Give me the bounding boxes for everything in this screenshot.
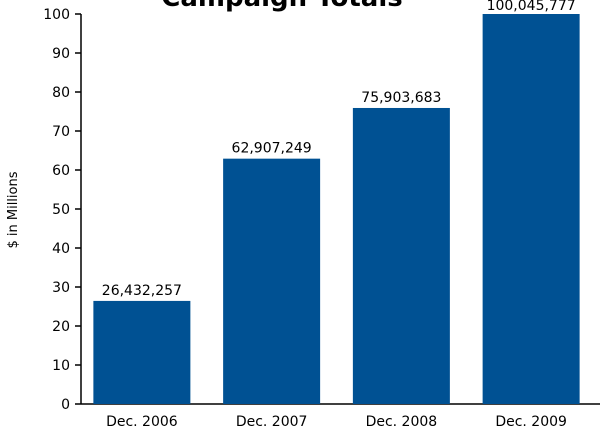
chart-title: Campaign Totals (161, 0, 402, 13)
y-tick-label: 10 (52, 358, 70, 374)
bar-value-label: 100,045,777 (487, 0, 576, 14)
y-tick-label: 30 (52, 280, 70, 296)
y-axis-label: $ in Millions (6, 171, 21, 248)
y-tick-label: 100 (43, 7, 70, 23)
y-tick-label: 40 (52, 241, 70, 257)
bar-value-label: 26,432,257 (102, 283, 182, 299)
bar-value-label: 75,903,683 (361, 90, 441, 106)
y-tick-label: 50 (52, 202, 70, 218)
y-tick-label: 80 (52, 85, 70, 101)
x-category-label: Dec. 2009 (495, 414, 567, 430)
y-tick-label: 90 (52, 46, 70, 62)
bar (352, 107, 450, 404)
category-labels: Dec. 2006 Dec. 2007 Dec. 2008 Dec. 2009 (106, 414, 567, 430)
bar (93, 300, 191, 404)
y-axis-ticks: 0 10 20 30 40 50 60 70 80 90 100 (43, 7, 81, 413)
x-category-label: Dec. 2006 (106, 414, 178, 430)
bar-value-label: 62,907,249 (232, 141, 312, 157)
y-tick-label: 60 (52, 163, 70, 179)
data-labels: 26,432,257 62,907,249 75,903,683 100,045,77… (102, 0, 576, 299)
x-category-label: Dec. 2008 (366, 414, 438, 430)
y-tick-label: 20 (52, 319, 70, 335)
y-tick-label: 70 (52, 124, 70, 140)
x-category-label: Dec. 2007 (236, 414, 308, 430)
bar (482, 14, 580, 404)
bar (223, 158, 321, 404)
y-tick-label: 0 (61, 397, 70, 413)
bars (93, 14, 580, 404)
